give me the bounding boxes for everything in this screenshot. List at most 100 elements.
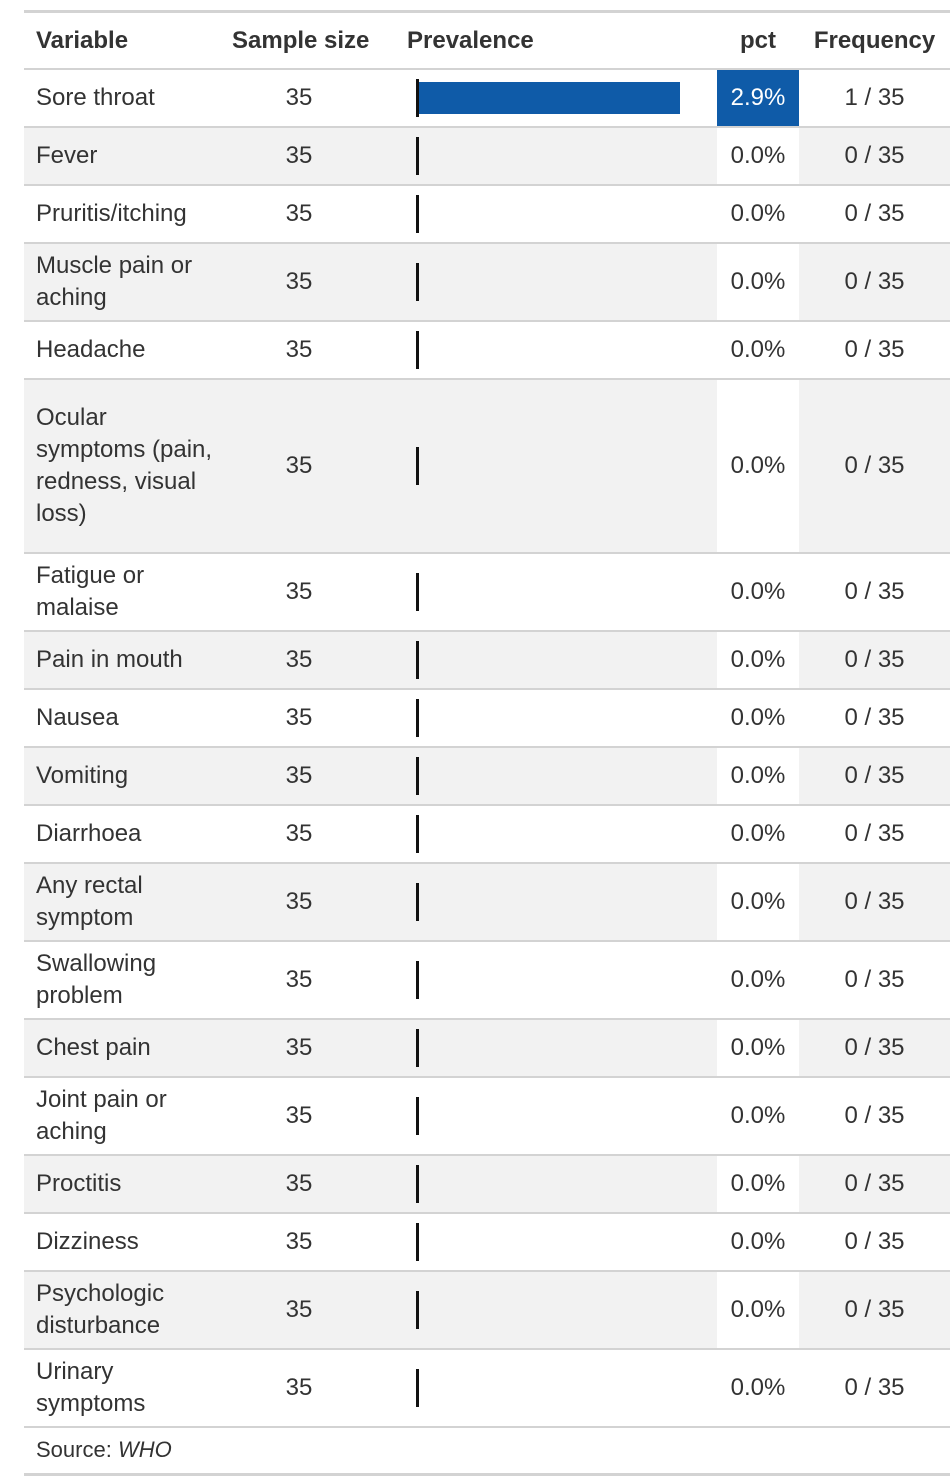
table-row: Fever 35 0.0% 0 / 35 [24, 128, 950, 186]
cell-variable: Diarrhoea [36, 820, 142, 847]
table-row: Fatigue or malaise 35 0.0% 0 / 35 [24, 554, 950, 632]
cell-sample-size: 35 [285, 762, 313, 789]
table-row: Psychologic disturbance 35 0.0% 0 / 35 [24, 1272, 950, 1350]
header-sample-size: Sample size [232, 27, 370, 54]
cell-prevalence [404, 1078, 704, 1154]
cell-frequency: 0 / 35 [844, 762, 905, 789]
cell-variable: Urinary symptoms [36, 1358, 146, 1417]
cell-sample-size: 35 [285, 704, 313, 731]
header-variable: Variable [36, 27, 129, 54]
prevalence-bar-track [404, 883, 704, 921]
prevalence-baseline [416, 79, 419, 117]
cell-variable: Swallowing problem [36, 950, 157, 1009]
cell-prevalence [404, 380, 704, 552]
cell-pct: 0.0% [717, 1156, 799, 1212]
prevalence-bar-track [404, 641, 704, 679]
table-row: Muscle pain or aching 35 0.0% 0 / 35 [24, 244, 950, 322]
prevalence-baseline [416, 137, 419, 175]
table-top-rule [24, 10, 950, 13]
prevalence-baseline [416, 263, 419, 301]
prevalence-bar-track [404, 699, 704, 737]
table-row: Pain in mouth 35 0.0% 0 / 35 [24, 632, 950, 690]
cell-prevalence [404, 1272, 704, 1348]
cell-prevalence [404, 864, 704, 940]
prevalence-baseline [416, 447, 419, 485]
cell-variable: Headache [36, 336, 146, 363]
cell-frequency: 0 / 35 [844, 200, 905, 227]
prevalence-baseline [416, 1165, 419, 1203]
cell-frequency: 0 / 35 [844, 646, 905, 673]
prevalence-baseline [416, 1291, 419, 1329]
cell-frequency: 0 / 35 [844, 1296, 905, 1323]
cell-pct: 0.0% [717, 380, 799, 552]
cell-pct: 0.0% [717, 322, 799, 378]
cell-variable: Chest pain [36, 1034, 151, 1061]
prevalence-bar-track [404, 1097, 704, 1135]
cell-frequency: 0 / 35 [844, 142, 905, 169]
cell-variable: Dizziness [36, 1228, 139, 1255]
cell-prevalence [404, 1020, 704, 1076]
cell-variable: Psychologic disturbance [36, 1280, 165, 1339]
cell-prevalence [404, 1350, 704, 1426]
table-row: Swallowing problem 35 0.0% 0 / 35 [24, 942, 950, 1020]
cell-sample-size: 35 [285, 452, 313, 479]
header-frequency: Frequency [813, 27, 936, 54]
table-row: Proctitis 35 0.0% 0 / 35 [24, 1156, 950, 1214]
cell-sample-size: 35 [285, 1034, 313, 1061]
prevalence-baseline [416, 573, 419, 611]
cell-variable: Any rectal symptom [36, 872, 143, 931]
prevalence-bar-track [404, 447, 704, 485]
source-note: Source: WHO [36, 1437, 172, 1463]
prevalence-bar-track [404, 1223, 704, 1261]
cell-variable: Pruritis/itching [36, 200, 187, 227]
cell-frequency: 0 / 35 [844, 1374, 905, 1401]
prevalence-baseline [416, 641, 419, 679]
table-row: Pruritis/itching 35 0.0% 0 / 35 [24, 186, 950, 244]
cell-prevalence [404, 1214, 704, 1270]
cell-pct: 0.0% [717, 632, 799, 688]
table-bottom-rule [24, 1473, 950, 1476]
cell-pct: 0.0% [717, 942, 799, 1018]
cell-variable: Nausea [36, 704, 119, 731]
prevalence-bar-track [404, 757, 704, 795]
source-label: Source: [36, 1437, 118, 1462]
prevalence-bar-track [404, 1291, 704, 1329]
cell-sample-size: 35 [285, 1102, 313, 1129]
cell-sample-size: 35 [285, 1296, 313, 1323]
cell-frequency: 0 / 35 [844, 888, 905, 915]
cell-variable: Proctitis [36, 1170, 122, 1197]
cell-pct: 0.0% [717, 748, 799, 804]
table-row: Nausea 35 0.0% 0 / 35 [24, 690, 950, 748]
cell-frequency: 0 / 35 [844, 1228, 905, 1255]
prevalence-bar-track [404, 263, 704, 301]
cell-frequency: 0 / 35 [844, 966, 905, 993]
cell-variable: Joint pain or aching [36, 1086, 167, 1145]
header-prevalence: Prevalence [407, 27, 534, 54]
table-row: Headache 35 0.0% 0 / 35 [24, 322, 950, 380]
prevalence-bar-track [404, 1369, 704, 1407]
cell-prevalence [404, 128, 704, 184]
prevalence-baseline [416, 699, 419, 737]
source-value: WHO [117, 1437, 172, 1462]
prevalence-baseline [416, 815, 419, 853]
cell-pct: 0.0% [717, 1350, 799, 1426]
cell-variable: Muscle pain or aching [36, 252, 193, 311]
cell-frequency: 0 / 35 [844, 1170, 905, 1197]
cell-pct: 0.0% [717, 1214, 799, 1270]
cell-variable: Sore throat [36, 84, 155, 111]
table-row: Ocular symptoms (pain, redness, visual l… [24, 380, 950, 554]
cell-pct: 0.0% [717, 1020, 799, 1076]
prevalence-bar-track [404, 815, 704, 853]
prevalence-baseline [416, 331, 419, 369]
cell-pct: 0.0% [717, 1078, 799, 1154]
prevalence-baseline [416, 195, 419, 233]
table-row: Joint pain or aching 35 0.0% 0 / 35 [24, 1078, 950, 1156]
cell-frequency: 0 / 35 [844, 704, 905, 731]
cell-sample-size: 35 [285, 1374, 313, 1401]
cell-pct: 2.9% [717, 70, 799, 126]
cell-prevalence [404, 632, 704, 688]
table-row: Chest pain 35 0.0% 0 / 35 [24, 1020, 950, 1078]
cell-frequency: 0 / 35 [844, 820, 905, 847]
header-bottom-rule [24, 68, 950, 70]
prevalence-baseline [416, 1097, 419, 1135]
